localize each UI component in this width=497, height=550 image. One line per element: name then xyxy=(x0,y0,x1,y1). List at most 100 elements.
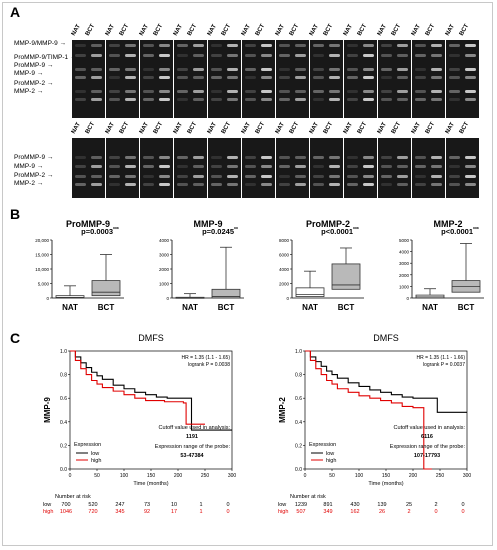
category-label: BCT xyxy=(338,303,355,312)
cutoff-value: 6116 xyxy=(421,434,433,440)
gel-band xyxy=(227,183,238,186)
gel-band xyxy=(279,175,290,178)
zymogram-image: NAT BCT xyxy=(343,23,377,118)
y-tick-label: 3000 xyxy=(159,253,170,258)
gel-lane xyxy=(379,40,394,118)
risk-row-label: low xyxy=(43,502,51,508)
gel-lane xyxy=(175,138,190,198)
box xyxy=(295,287,325,297)
y-tick-label: 15,000 xyxy=(35,253,49,258)
gel-lane xyxy=(277,40,292,118)
y-tick-label: 0 xyxy=(166,296,169,301)
gel-band xyxy=(347,90,358,93)
y-tick-label: 1000 xyxy=(399,284,410,289)
gel-band xyxy=(177,165,188,168)
y-tick-label: 5000 xyxy=(399,238,410,243)
gel-band xyxy=(143,175,154,178)
y-tick-label: 0.2 xyxy=(60,443,67,449)
gel-band xyxy=(313,156,324,159)
legend-entry: high xyxy=(91,458,101,464)
gel-band xyxy=(313,54,324,57)
gel-band xyxy=(381,183,392,186)
gel-band xyxy=(211,98,222,101)
gel-band xyxy=(363,165,374,168)
p-value: p<0.0001*** xyxy=(321,227,359,236)
gel-band xyxy=(261,175,272,178)
box xyxy=(91,280,121,297)
gel-band xyxy=(329,76,340,79)
range-label: Expression range of the probe: xyxy=(390,444,466,450)
gel-band xyxy=(193,175,204,178)
gel-band xyxy=(75,76,86,79)
box xyxy=(55,295,85,299)
gel-band xyxy=(91,165,102,168)
box xyxy=(331,263,361,290)
gel-lane xyxy=(395,40,410,118)
gel-band xyxy=(397,165,408,168)
gel-band xyxy=(449,76,460,79)
gel-lane xyxy=(293,138,308,198)
gel-lane xyxy=(157,40,172,118)
gel-band xyxy=(279,183,290,186)
gel-band xyxy=(397,156,408,159)
survival-title: DMFS xyxy=(138,333,164,343)
risk-value: 520 xyxy=(88,502,97,508)
zymogram-image: NAT BCT xyxy=(173,121,207,198)
gel-band xyxy=(125,68,136,71)
risk-value: 0 xyxy=(226,502,229,508)
gel-band xyxy=(159,54,170,57)
survival-title: DMFS xyxy=(373,333,399,343)
gel-lane xyxy=(447,138,462,198)
risk-value: 891 xyxy=(323,502,332,508)
gel-band xyxy=(295,98,306,101)
gel-band xyxy=(177,44,188,47)
gel-band xyxy=(363,90,374,93)
y-tick-label: 0.0 xyxy=(295,467,302,473)
gel-band xyxy=(91,54,102,57)
risk-value: 1239 xyxy=(295,502,307,508)
gel-band xyxy=(261,183,272,186)
gel-band xyxy=(143,54,154,57)
gel-band xyxy=(227,68,238,71)
y-tick-label: 8000 xyxy=(279,238,290,243)
risk-value: 0 xyxy=(226,509,229,515)
survival-curve-low xyxy=(305,350,467,413)
gel-band xyxy=(159,183,170,186)
boxplot-title: MMP-2 xyxy=(434,219,463,229)
gel-band xyxy=(177,76,188,79)
zymogram-image: NAT BCT xyxy=(139,23,173,118)
gel-band xyxy=(193,68,204,71)
gel-band xyxy=(397,44,408,47)
gel-band xyxy=(245,183,256,186)
gel-lane xyxy=(345,40,360,118)
gel-band xyxy=(227,44,238,47)
boxplot-title: ProMMP-9 xyxy=(66,219,110,229)
gel-band xyxy=(415,54,426,57)
x-tick-label: 200 xyxy=(174,473,183,479)
hazard-ratio: HR = 1.35 (1.1 - 1.66) xyxy=(417,355,466,361)
gel-band xyxy=(227,175,238,178)
zymogram-image: NAT BCT xyxy=(411,121,445,198)
gel-band xyxy=(329,90,340,93)
gel-band xyxy=(415,165,426,168)
zymogram-image: NAT BCT xyxy=(241,23,275,118)
gel-band xyxy=(295,44,306,47)
gel-marker-label: ProMMP-2 → xyxy=(14,80,54,87)
gel-band xyxy=(363,68,374,71)
x-tick-label: 150 xyxy=(382,473,391,479)
gel-marker-label: MMP-2 → xyxy=(14,88,44,95)
gel-band xyxy=(431,90,442,93)
gel-band xyxy=(227,156,238,159)
gel-band xyxy=(381,54,392,57)
gel-band xyxy=(279,54,290,57)
gel-band xyxy=(109,156,120,159)
gel-band xyxy=(465,156,476,159)
y-tick-label: 0.4 xyxy=(60,420,67,426)
gel-band xyxy=(465,44,476,47)
gel-band xyxy=(363,54,374,57)
y-tick-label: 4000 xyxy=(159,238,170,243)
x-axis-label: Time (months) xyxy=(368,481,403,487)
gel-band xyxy=(211,156,222,159)
gel-lane xyxy=(89,138,104,198)
gel-lane xyxy=(311,40,326,118)
